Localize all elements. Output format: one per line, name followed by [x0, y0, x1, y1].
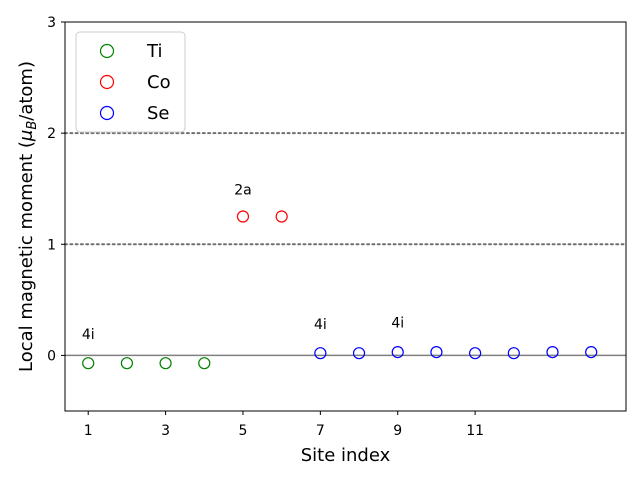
point-se-10 [430, 345, 443, 359]
legend-label-se: Se [147, 103, 170, 124]
annotation-label: 2a [234, 182, 252, 198]
annotation-label: 4i [391, 316, 404, 332]
x-axis-label: Site index [301, 445, 391, 466]
point-se-13 [546, 345, 559, 359]
legend-marker-ti [99, 43, 115, 59]
y-axis-ticks: 0 1 2 3 [47, 15, 65, 364]
site-annotations: 4i 2a 4i 4i [82, 182, 404, 342]
point-se-14 [585, 345, 598, 359]
point-ti-2 [120, 357, 134, 370]
annotation-label: 4i [82, 327, 95, 343]
point-ti-1 [82, 357, 95, 370]
plot-frame [64, 21, 627, 412]
y-tick-label: 3 [47, 15, 56, 31]
x-tick-label: 9 [393, 423, 402, 439]
point-co-5 [236, 210, 250, 223]
point-ti-4 [198, 357, 211, 370]
x-tick-label: 3 [161, 423, 170, 439]
point-co-6 [275, 210, 288, 223]
y-tick-label: 2 [47, 126, 56, 142]
data-points [82, 210, 598, 370]
x-axis-ticks: 1 3 5 7 9 11 [84, 411, 484, 439]
y-tick-label: 0 [47, 348, 56, 364]
point-ti-3 [159, 357, 172, 370]
x-tick-label: 1 [84, 423, 93, 439]
point-se-9 [391, 345, 404, 359]
x-tick-label: 5 [239, 423, 248, 439]
y-axis-label-mu: μ [16, 130, 37, 142]
y-axis-label-main: Local magnetic moment ( [16, 141, 37, 372]
annotation-label: 4i [314, 317, 327, 333]
x-tick-label: 7 [316, 423, 325, 439]
y-axis-label: Local magnetic moment (μB/atom) [16, 61, 40, 372]
point-se-8 [352, 347, 366, 360]
point-se-7 [314, 347, 327, 360]
legend-label-ti: Ti [146, 41, 162, 62]
y-tick-label: 1 [47, 237, 56, 253]
point-se-11 [469, 347, 482, 360]
reference-lines [64, 132, 627, 357]
x-tick-label: 11 [466, 423, 484, 439]
y-axis-label-unit: /atom) [16, 61, 37, 121]
legend: Ti Co Se [75, 31, 186, 133]
legend-marker-se [99, 105, 115, 121]
point-se-12 [507, 347, 520, 360]
legend-marker-co [99, 74, 115, 90]
y-axis-label-sub: B [25, 121, 40, 130]
legend-label-co: Co [147, 72, 171, 93]
